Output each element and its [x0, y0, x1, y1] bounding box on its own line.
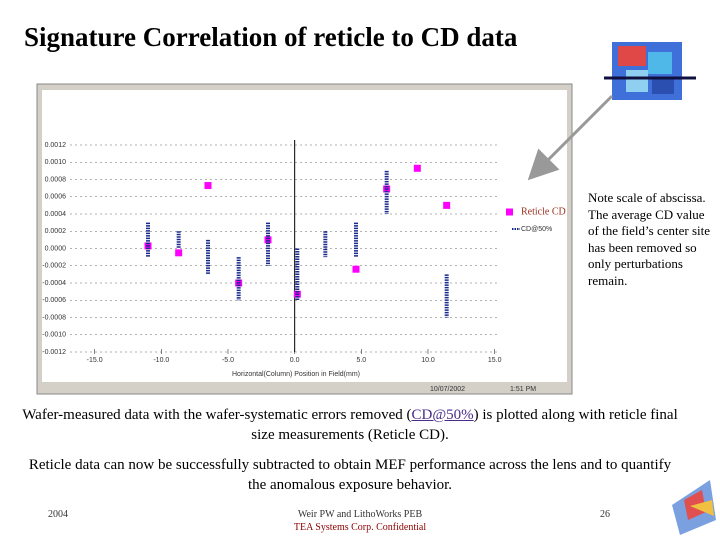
- data-point: [175, 249, 183, 257]
- y-tick-label: 0.0008: [45, 176, 67, 183]
- page-number: 26: [600, 509, 610, 520]
- data-point: [264, 236, 272, 244]
- caption-link: CD@50%: [411, 407, 474, 423]
- footer-year: 2004: [48, 509, 68, 520]
- note: Note scale of abscissa. The average CD v…: [588, 190, 711, 288]
- pointer-arrow: [527, 94, 614, 181]
- x-tick-label: 15.0: [488, 357, 502, 364]
- y-tick-label: 0.0006: [45, 194, 67, 201]
- x-tick-label: -10.0: [153, 357, 169, 364]
- legend-label: Reticle CD: [521, 206, 566, 217]
- data-point: [443, 201, 451, 209]
- data-point: [204, 182, 212, 190]
- y-tick-label: -0.0002: [42, 263, 66, 270]
- slide-title: Signature Correlation of reticle to CD d…: [24, 22, 518, 52]
- x-tick-label: 5.0: [356, 357, 366, 364]
- y-tick-label: 0.0000: [45, 245, 67, 252]
- logo: [672, 480, 716, 535]
- y-tick-label: -0.0012: [42, 349, 66, 356]
- heatmap-thumbnail: [604, 42, 696, 100]
- y-tick-label: 0.0010: [45, 159, 67, 166]
- y-tick-label: -0.0010: [42, 332, 66, 339]
- caption: Reticle data can now be successfully sub…: [28, 457, 672, 493]
- caption-text: ) is plotted along with reticle final si…: [251, 407, 678, 443]
- y-tick-label: -0.0004: [42, 280, 66, 287]
- y-tick-label: 0.0002: [45, 228, 67, 235]
- x-tick-label: 0.0: [290, 357, 300, 364]
- footer-authors: Weir PW and LithoWorks PEB: [297, 509, 423, 520]
- data-point: [413, 164, 421, 172]
- chart-date: 10/07/2002: [430, 386, 465, 393]
- caption: Wafer-measured data with the wafer-syste…: [20, 405, 680, 445]
- x-tick-label: 10.0: [421, 357, 435, 364]
- y-tick-label: 0.0012: [45, 142, 67, 149]
- x-tick-label: -15.0: [87, 357, 103, 364]
- footer-confidential: TEA Systems Corp. Confidential: [293, 522, 427, 533]
- chart-time: 1:51 PM: [510, 386, 536, 393]
- y-tick-label: -0.0006: [42, 297, 66, 304]
- y-tick-label: -0.0008: [42, 314, 66, 321]
- legend-label: CD@50%: [521, 226, 552, 233]
- caption-text: Wafer-measured data with the wafer-syste…: [22, 407, 412, 423]
- legend-swatch: [506, 208, 513, 216]
- plot-panel: [42, 90, 567, 382]
- data-point: [352, 265, 360, 273]
- y-tick-label: 0.0004: [45, 211, 67, 218]
- x-tick-label: -5.0: [222, 357, 234, 364]
- x-axis-label: Horizontal(Column) Position in Field(mm): [232, 371, 360, 378]
